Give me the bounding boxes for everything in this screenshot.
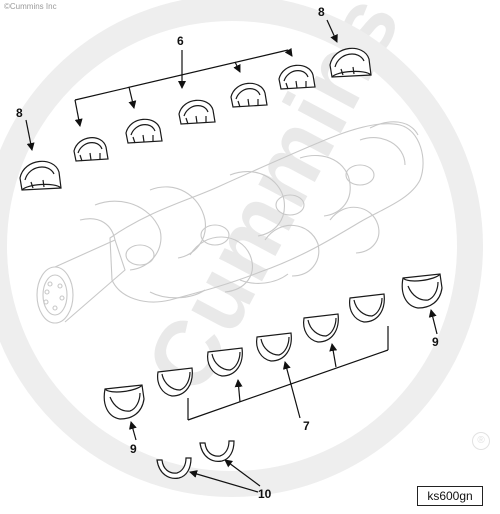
upper-bearing-4 — [230, 82, 268, 108]
leader-10-a — [189, 470, 259, 493]
upper-main-bearings — [73, 64, 316, 162]
leader-9-right — [428, 309, 438, 335]
callout-10: 10 — [258, 487, 272, 501]
callout-8-left: 8 — [16, 106, 23, 120]
leader-6-bar — [74, 49, 289, 101]
lower-thrust-left — [103, 384, 145, 420]
watermark-circle — [0, 0, 483, 497]
copyright-text: ©Cummins Inc — [4, 2, 57, 11]
upper-bearing-3 — [178, 99, 216, 125]
upper-thrust-left — [19, 160, 62, 191]
lower-bearing-2 — [207, 347, 243, 377]
leader-10-b — [224, 459, 261, 487]
lower-bearing-4 — [303, 313, 339, 343]
upper-bearing-1 — [73, 137, 109, 162]
callout-9-left: 9 — [130, 442, 137, 456]
lower-main-bearings — [157, 293, 385, 397]
leader-7-bar — [187, 349, 389, 421]
leader-6-e — [284, 47, 293, 57]
lower-bearing-3 — [256, 332, 292, 362]
lower-bearing-5 — [349, 293, 385, 323]
upper-thrust-right — [329, 47, 372, 78]
leader-6-d — [233, 61, 241, 73]
callout-6: 6 — [177, 34, 184, 48]
leader-lines — [25, 19, 438, 493]
crankshaft — [36, 121, 424, 324]
registered-mark: ® — [472, 432, 490, 450]
leader-8-left — [25, 119, 35, 151]
upper-bearing-2 — [125, 118, 163, 144]
leader-6-a — [74, 99, 83, 127]
thrust-washer-right — [199, 440, 235, 462]
callout-9-right: 9 — [432, 335, 439, 349]
leader-9-left — [129, 421, 137, 441]
callout-8-right: 8 — [318, 5, 325, 19]
leader-7-d — [329, 343, 338, 368]
thrust-washers — [156, 440, 235, 479]
lower-thrust-bearings — [103, 273, 443, 420]
figure-id-label: ks600gn — [417, 486, 483, 506]
leader-8-right — [326, 19, 338, 43]
thrust-washer-left — [156, 457, 192, 479]
leader-7-main — [282, 361, 301, 419]
leader-6-b — [128, 86, 137, 109]
upper-thrust-bearings — [19, 47, 372, 191]
callout-7: 7 — [303, 419, 310, 433]
lower-bearing-1 — [157, 367, 193, 397]
leader-7-b — [234, 379, 243, 403]
lower-thrust-right — [401, 273, 443, 309]
upper-bearing-5 — [278, 64, 316, 90]
